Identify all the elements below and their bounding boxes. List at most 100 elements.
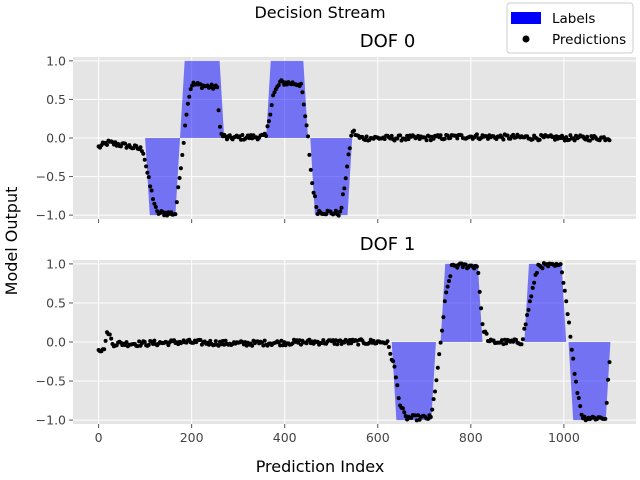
prediction-point <box>564 299 569 304</box>
prediction-point <box>174 200 179 205</box>
dof-1-panel: −1.0 −0.5 0.0 0.5 1.0 0 200 400 600 800 1000 DOF … <box>36 234 636 445</box>
prediction-point <box>183 123 188 128</box>
prediction-point <box>345 164 350 169</box>
prediction-point <box>310 181 315 186</box>
prediction-point <box>434 378 439 383</box>
prediction-point <box>324 212 329 217</box>
prediction-point <box>445 284 450 289</box>
prediction-point <box>484 331 489 336</box>
prediction-point <box>144 164 149 169</box>
prediction-point <box>314 205 319 209</box>
prediction-point <box>438 340 443 345</box>
prediction-point <box>534 270 539 275</box>
legend-predictions-marker <box>522 35 530 43</box>
prediction-point <box>505 133 510 138</box>
prediction-point <box>307 152 312 157</box>
prediction-point <box>402 410 407 415</box>
x-tick-label: 600 <box>366 430 390 445</box>
prediction-point <box>178 166 183 171</box>
y-tick-label: 0.0 <box>46 335 66 350</box>
prediction-point <box>173 212 178 217</box>
dof-0-prediction-points <box>96 78 612 218</box>
legend-labels-text: Labels <box>552 11 595 27</box>
prediction-point <box>335 342 340 347</box>
prediction-point <box>561 280 566 285</box>
prediction-point <box>367 340 372 345</box>
prediction-point <box>333 208 338 213</box>
prediction-point <box>455 136 460 141</box>
prediction-point <box>338 209 343 214</box>
prediction-point <box>343 176 348 181</box>
prediction-point <box>522 326 527 331</box>
prediction-point <box>504 341 509 346</box>
y-tick-label: 0.5 <box>46 92 66 107</box>
dof-0-panel: −1.0 −0.5 0.0 0.5 1.0 DOF 0 <box>36 31 636 223</box>
prediction-point <box>105 142 109 147</box>
label-area <box>440 263 483 342</box>
prediction-point <box>430 407 435 412</box>
prediction-point <box>339 205 344 210</box>
prediction-point <box>433 389 437 394</box>
prediction-point <box>578 404 583 409</box>
prediction-point <box>300 90 305 95</box>
prediction-point <box>153 205 158 209</box>
prediction-point <box>568 133 573 138</box>
prediction-point <box>393 375 398 380</box>
prediction-point <box>188 87 193 92</box>
dof-0-title: DOF 0 <box>360 31 416 52</box>
prediction-point <box>582 414 587 419</box>
prediction-point <box>474 132 479 137</box>
prediction-point <box>264 134 269 138</box>
prediction-point <box>212 342 217 347</box>
prediction-point <box>474 264 479 269</box>
prediction-point <box>501 137 506 142</box>
prediction-point <box>585 134 590 139</box>
prediction-point <box>187 94 192 99</box>
prediction-point <box>463 262 468 267</box>
prediction-point <box>520 337 525 342</box>
prediction-point <box>606 377 611 382</box>
y-tick-label: −0.5 <box>36 374 66 389</box>
prediction-point <box>269 103 274 108</box>
label-area <box>391 342 436 421</box>
prediction-point <box>388 351 393 356</box>
prediction-point <box>529 294 534 299</box>
prediction-point <box>385 339 390 344</box>
prediction-point <box>519 342 524 347</box>
prediction-point <box>152 338 157 343</box>
prediction-point <box>564 135 569 140</box>
prediction-point <box>391 359 396 364</box>
prediction-point <box>349 341 354 346</box>
prediction-point <box>181 140 186 145</box>
prediction-point <box>477 289 482 294</box>
prediction-point <box>146 342 151 347</box>
prediction-point <box>308 167 313 172</box>
prediction-point <box>437 352 442 357</box>
prediction-point <box>525 313 530 317</box>
prediction-point <box>268 112 273 117</box>
legend: Labels Predictions <box>506 2 634 54</box>
prediction-point <box>382 137 387 141</box>
prediction-point <box>346 152 351 157</box>
y-tick-label: 1.0 <box>46 53 66 68</box>
prediction-point <box>442 299 447 304</box>
prediction-point <box>299 342 303 347</box>
prediction-point <box>567 320 571 325</box>
x-tick-label: 400 <box>273 430 297 445</box>
prediction-point <box>152 201 157 206</box>
legend-predictions-text: Predictions <box>552 32 626 48</box>
y-tick-label: −1.0 <box>36 208 66 223</box>
prediction-point <box>575 391 580 395</box>
y-tick-label: 1.0 <box>46 256 66 271</box>
prediction-point <box>530 285 535 290</box>
dof-1-y-ticks: −1.0 −0.5 0.0 0.5 1.0 <box>36 256 73 428</box>
prediction-point <box>223 338 228 343</box>
label-area <box>180 60 225 138</box>
prediction-point <box>336 213 341 218</box>
dof-1-prediction-points <box>96 261 612 423</box>
prediction-point <box>313 194 317 199</box>
prediction-point <box>565 312 570 317</box>
prediction-point <box>440 328 444 333</box>
prediction-point <box>184 112 189 117</box>
prediction-point <box>386 345 391 349</box>
